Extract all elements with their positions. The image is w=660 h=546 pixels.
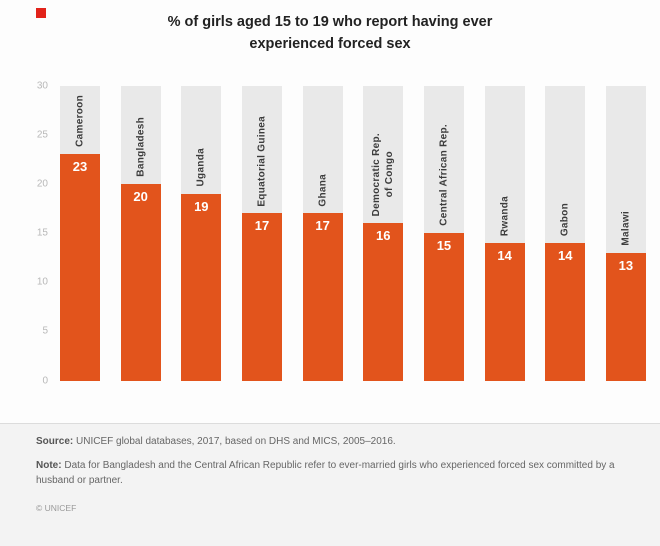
source-text: UNICEF global databases, 2017, based on … [73, 436, 396, 447]
country-label: Gabon [559, 202, 571, 236]
bar-value-label: 23 [72, 159, 88, 175]
source-label: Source: [36, 436, 74, 447]
y-axis-tick-label: 25 [36, 129, 48, 141]
bar: 13 [605, 252, 646, 381]
y-axis-tick-label: 20 [36, 178, 48, 190]
bar-column: 17 Ghana [302, 85, 343, 381]
bar: 19 [181, 193, 222, 381]
bar: 16 [363, 223, 404, 381]
bar-value-label: 20 [133, 188, 148, 204]
bar: 20 [120, 183, 161, 381]
bar-column: 14 Rwanda [484, 85, 525, 381]
bar-value-label: 17 [254, 218, 270, 234]
country-label: Uganda [195, 148, 207, 187]
y-axis-tick-label: 5 [42, 325, 48, 337]
plot-area: 0 5 10 15 20 25 30 23 Cameroon 20 Bangladesh 19 Ugan… [37, 80, 646, 386]
note-label: Note: [36, 460, 62, 471]
bar: 15 [423, 233, 464, 381]
country-label: Cameroon [74, 95, 86, 148]
bar-column: 19 Uganda [181, 85, 222, 381]
bar-value-label: 17 [315, 218, 330, 234]
bar-value-label: 16 [376, 228, 391, 244]
bar-column: 17 Equatorial Guinea [241, 85, 282, 381]
bar-value-label: 19 [194, 198, 209, 214]
note-text: Data for Bangladesh and the Central Afri… [36, 460, 615, 486]
bar: 17 [241, 213, 282, 381]
country-label: Bangladesh [135, 117, 147, 177]
bar-column: 20 Bangladesh [120, 85, 161, 381]
copyright: © UNICEF [36, 503, 77, 513]
bar-column: 16 Democratic Rep. of Congo [363, 85, 404, 381]
bar-value-label: 13 [618, 257, 634, 273]
bar: 23 [60, 154, 100, 381]
bar-value-label: 15 [436, 238, 452, 253]
bar-column: 14 Gabon [545, 85, 586, 381]
y-axis-tick-label: 15 [36, 227, 48, 239]
source-line: Source: UNICEF global databases, 2017, b… [36, 434, 620, 449]
bar: 17 [302, 213, 343, 381]
y-axis-tick-label: 30 [36, 80, 48, 91]
country-label: Equatorial Guinea [256, 115, 268, 207]
country-label: Democratic Rep. of Congo [371, 132, 396, 217]
note-line: Note: Data for Bangladesh and the Centra… [36, 458, 620, 488]
country-label: Central African Rep. [438, 124, 450, 226]
bar-column: 23 Cameroon [60, 85, 100, 381]
country-label: Malawi [620, 211, 632, 246]
bar-column: 13 Malawi [605, 85, 646, 381]
bar: 14 [545, 242, 586, 381]
chart-title: % of girls aged 15 to 19 who report havi… [167, 14, 493, 52]
footer: Source: UNICEF global databases, 2017, b… [0, 423, 660, 546]
unicef-brand-square [36, 8, 46, 18]
bar: 14 [484, 242, 525, 381]
country-label: Rwanda [499, 195, 511, 236]
country-label: Ghana [317, 173, 329, 207]
bar-column: 15 Central African Rep. [423, 85, 464, 381]
y-axis-tick-label: 0 [42, 375, 48, 386]
bar-value-label: 14 [558, 247, 573, 263]
y-axis-tick-label: 10 [36, 276, 48, 288]
bar-value-label: 14 [497, 247, 512, 263]
